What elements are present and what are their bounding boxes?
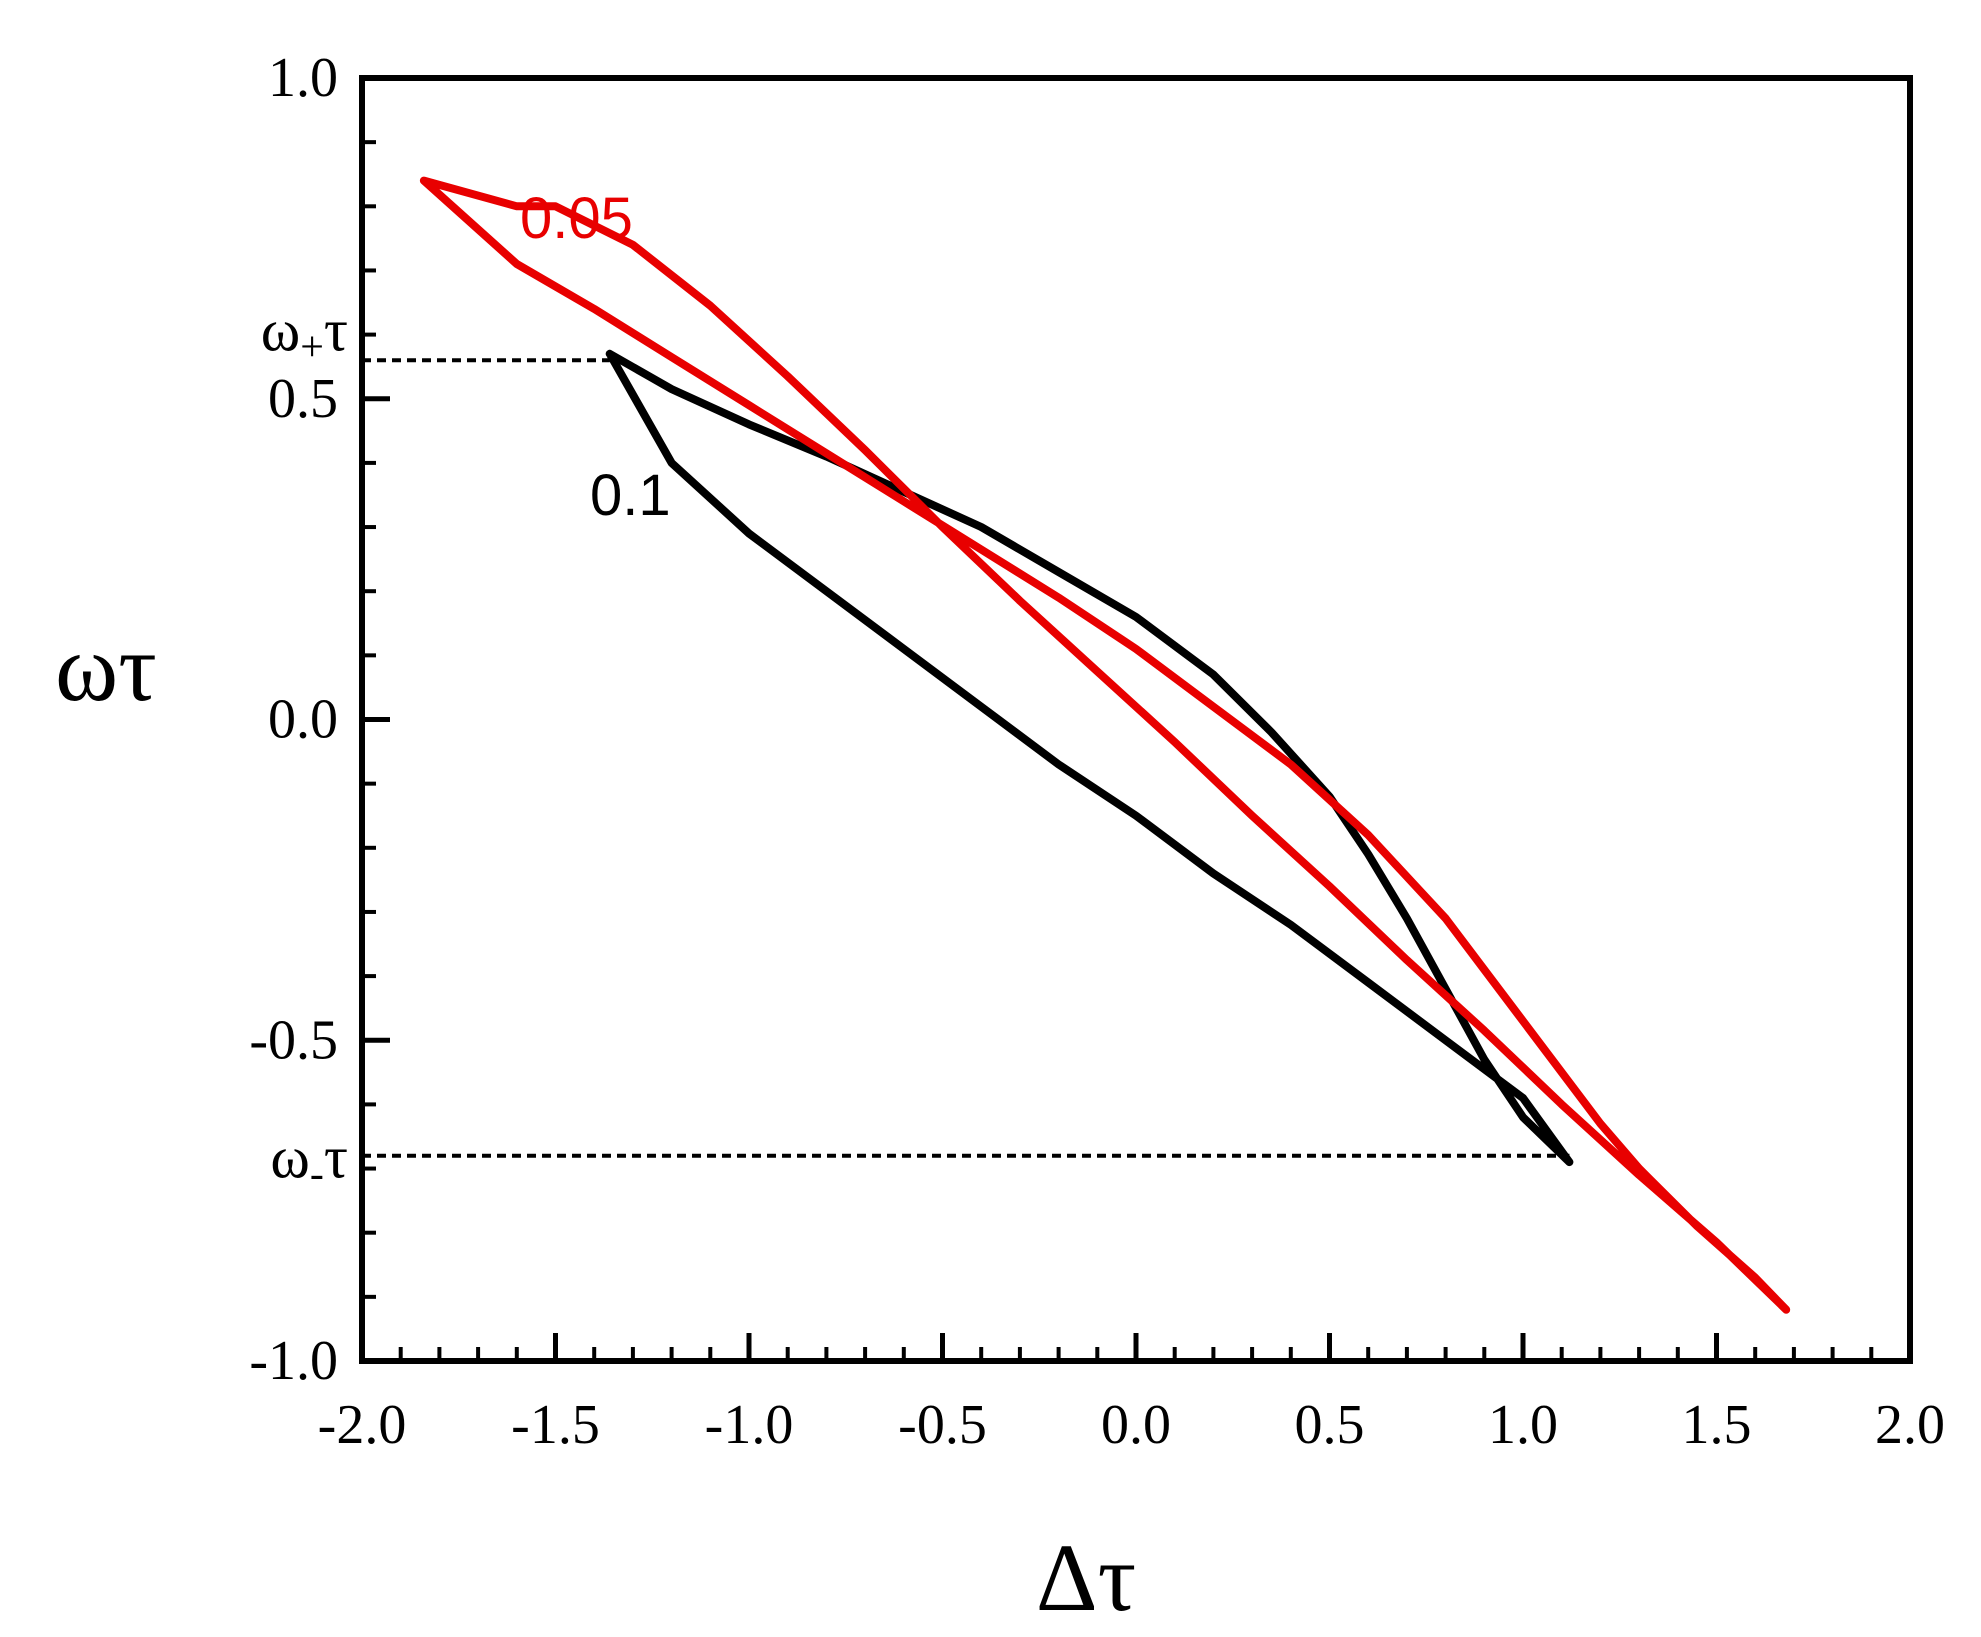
x-tick-label: 0.0 — [1101, 1394, 1171, 1456]
plot-frame — [359, 75, 1913, 1364]
series-curve — [419, 176, 1791, 1314]
curve-label: 0.1 — [590, 463, 671, 528]
labels-layer: -2.0 -1.5 -1.0 -0.5 0.0 0.5 1.0 1.5 2.0 -1.0 -0.5 0… — [249, 47, 1945, 1456]
x-tick-label: -1.5 — [511, 1394, 600, 1456]
series-curve — [605, 349, 1574, 1167]
curve-label: 0.05 — [520, 186, 633, 251]
ticks-layer — [359, 75, 1913, 1364]
x-tick-label: 2.0 — [1875, 1394, 1945, 1456]
reference-line-label: ω+τ — [261, 297, 348, 370]
x-tick-label: 1.0 — [1488, 1394, 1558, 1456]
reference-lines-layer — [362, 358, 1570, 1158]
y-tick-label: 0.5 — [268, 368, 338, 430]
y-axis-title: ωτ — [55, 614, 157, 721]
curves-layer — [419, 176, 1791, 1314]
x-tick-label: 0.5 — [1295, 1394, 1365, 1456]
y-tick-label: -0.5 — [249, 1009, 338, 1071]
x-tick-label: -1.0 — [705, 1394, 794, 1456]
x-tick-label: -2.0 — [318, 1394, 407, 1456]
x-tick-label: -0.5 — [898, 1394, 987, 1456]
reference-line-label: ω-τ — [270, 1125, 348, 1198]
y-tick-label: 0.0 — [268, 689, 338, 751]
y-tick-label: 1.0 — [268, 47, 338, 109]
x-axis-title: Δτ — [1036, 1524, 1136, 1631]
y-tick-label: -1.0 — [249, 1330, 338, 1392]
x-tick-label: 1.5 — [1682, 1394, 1752, 1456]
